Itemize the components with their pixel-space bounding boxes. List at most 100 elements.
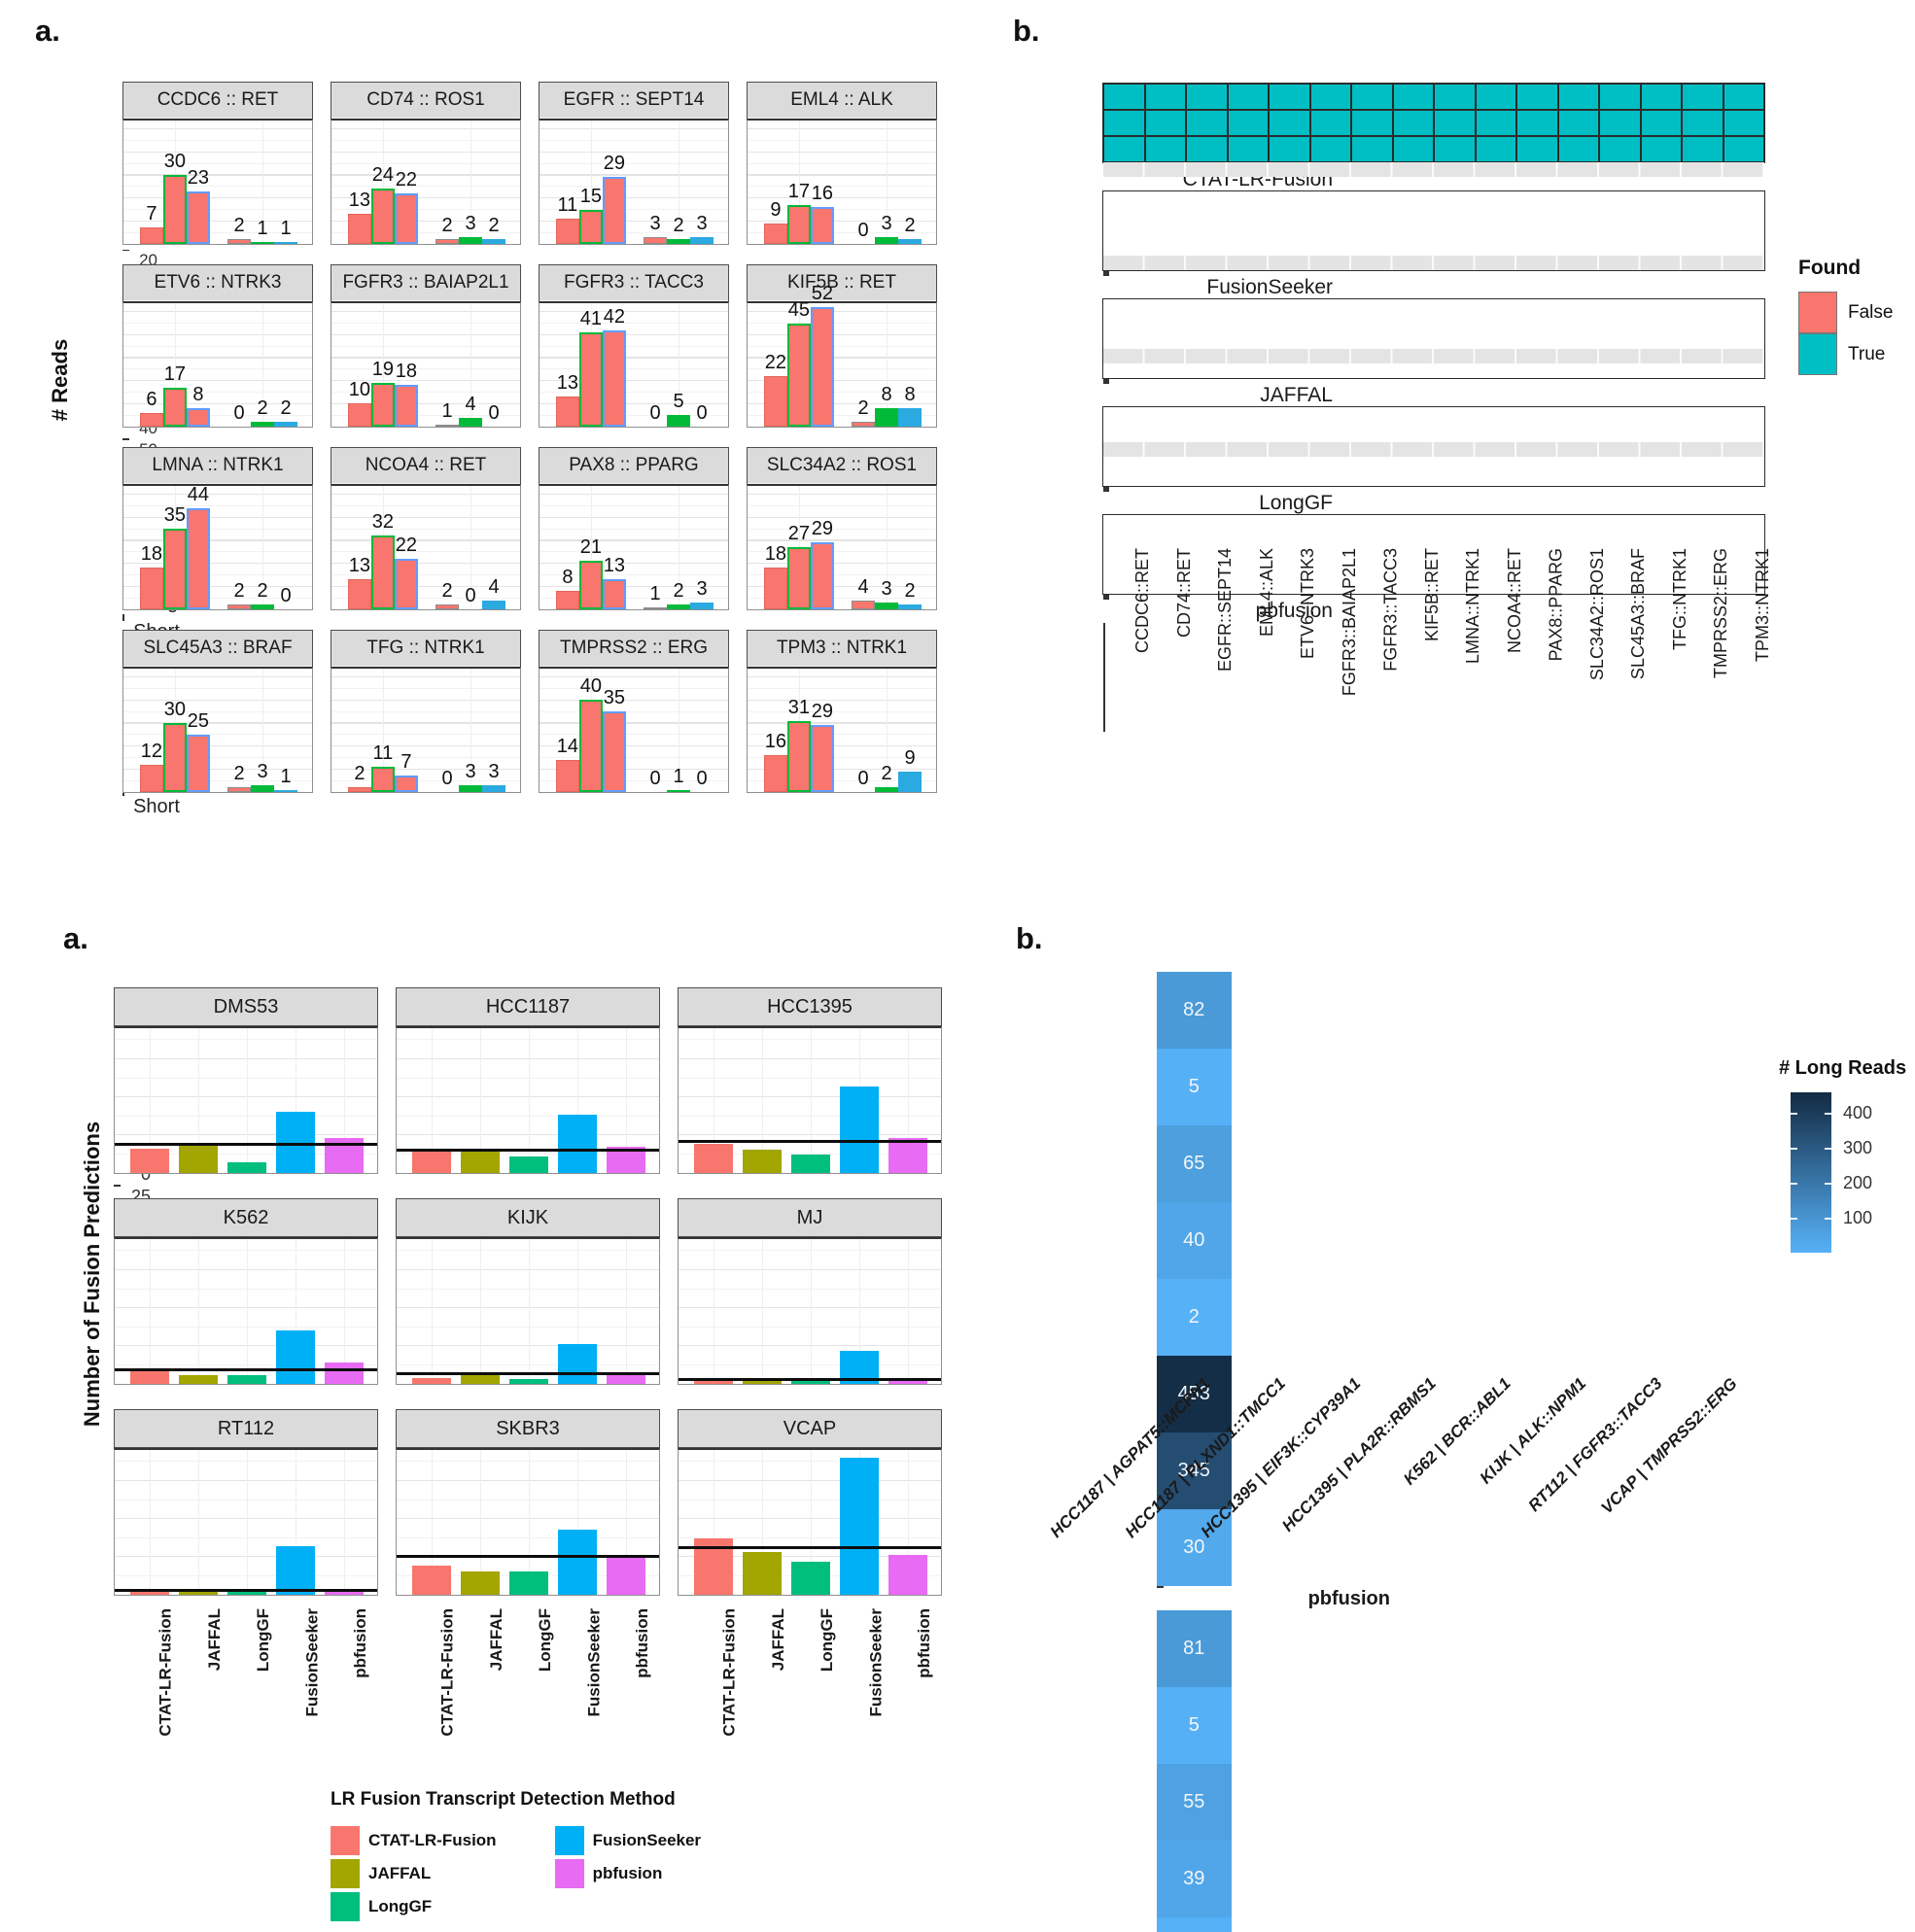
gridline [123, 162, 312, 164]
gridline [748, 117, 936, 119]
gridline-v [150, 1450, 151, 1595]
gridline [123, 528, 312, 530]
bar [461, 1571, 500, 1595]
bar [852, 422, 876, 427]
bar [694, 1379, 733, 1384]
gridline [331, 140, 520, 142]
gridline [123, 551, 312, 553]
heatmap-cell: 40 [1157, 1202, 1232, 1279]
bar [875, 603, 899, 609]
bar [162, 529, 187, 609]
row-label: JAFFAL [1260, 384, 1333, 406]
truth-line [679, 1139, 941, 1143]
gridline [115, 1095, 377, 1098]
panel-label-b1: b. [1013, 14, 1040, 48]
gridline-v [470, 669, 472, 792]
gridline [331, 597, 520, 599]
gridline [748, 357, 936, 359]
gridline [540, 231, 728, 233]
facet-plot: 11 15 29 3 2 3 [539, 117, 729, 245]
gridline [748, 768, 936, 770]
gridline [748, 710, 936, 712]
bar [602, 711, 626, 792]
heatmap-cell [1682, 136, 1724, 162]
gridline-v [887, 121, 888, 244]
bar-value-label: 4 [857, 576, 869, 598]
legend-label: pbfusion [592, 1864, 663, 1882]
gridline [540, 779, 728, 781]
y-tick [1103, 486, 1109, 488]
column-label: EGFR::SEPT14 [1215, 548, 1236, 673]
bar [139, 413, 163, 427]
gridline [679, 1306, 941, 1309]
true-swatch [1798, 333, 1837, 375]
panel-long-reads-heatmap: b. 8256540245334530pbfusion8155539245834… [1001, 921, 1915, 1932]
gridline [748, 392, 936, 394]
gridline-v [198, 1239, 199, 1384]
bar [898, 604, 923, 609]
facet-gap-band [1103, 349, 1764, 363]
gridline [679, 1039, 941, 1041]
gridline [540, 516, 728, 518]
method-label: FusionSeeker [584, 1608, 603, 1717]
gridline [540, 323, 728, 325]
gridline [679, 1517, 941, 1520]
gridline [540, 151, 728, 153]
bar [875, 408, 899, 427]
method-label: pbfusion [915, 1608, 933, 1678]
gridline [540, 563, 728, 565]
bar [130, 1590, 169, 1595]
truth-line [115, 1368, 377, 1372]
gridline [679, 1057, 941, 1059]
truth-line [115, 1588, 377, 1592]
gridline [123, 699, 312, 701]
y-tick [1103, 598, 1109, 600]
heatmap-cell [1392, 136, 1434, 162]
bar-value-label: 25 [187, 710, 210, 732]
bar [898, 772, 923, 792]
gridline [397, 1479, 659, 1481]
legend-item: CTAT-LR-Fusion [331, 1824, 497, 1857]
x-tick [1103, 657, 1105, 664]
gridline [748, 140, 936, 142]
gridline-v [382, 303, 384, 427]
gridline [540, 768, 728, 770]
heatmap-cell [1144, 136, 1186, 162]
bar-value-label: 2 [904, 580, 916, 602]
bar-value-label: 0 [649, 402, 661, 424]
facet-grid-predictions: DMS530255075HCC1187HCC1395K5620255075KIJ… [114, 987, 942, 1737]
bar [276, 1112, 315, 1173]
gridline [115, 1268, 377, 1270]
bar [186, 735, 210, 792]
gridline [540, 392, 728, 394]
gridline [115, 1250, 377, 1252]
bar-value-label: 22 [764, 352, 787, 373]
bar-value-label: 6 [146, 389, 157, 410]
bar-value-label: 1 [257, 218, 268, 239]
gridline [748, 516, 936, 518]
gridline [679, 1077, 941, 1079]
bar [347, 403, 371, 427]
facet-plot: 18 27 29 4 3 2 [747, 482, 937, 610]
gridline-v [577, 1028, 578, 1173]
gridline [540, 597, 728, 599]
method-label: JAFFAL [769, 1608, 787, 1672]
method-label: pbfusion [351, 1608, 369, 1678]
bar [325, 1363, 364, 1384]
y-tick [1157, 1586, 1164, 1588]
colorbar-tick [1791, 1113, 1797, 1116]
gridline [540, 757, 728, 759]
gridline-v [480, 1239, 481, 1384]
bar [558, 1530, 597, 1595]
bar-value-label: 32 [371, 511, 395, 533]
gridline [123, 220, 312, 222]
gridline [748, 779, 936, 781]
bar-value-label: 3 [649, 213, 661, 234]
gridline-v [529, 1450, 530, 1595]
gridline-v [908, 1450, 909, 1595]
gridline [540, 333, 728, 335]
gridline [123, 414, 312, 416]
gridline [331, 768, 520, 770]
y-tick [1103, 272, 1109, 274]
